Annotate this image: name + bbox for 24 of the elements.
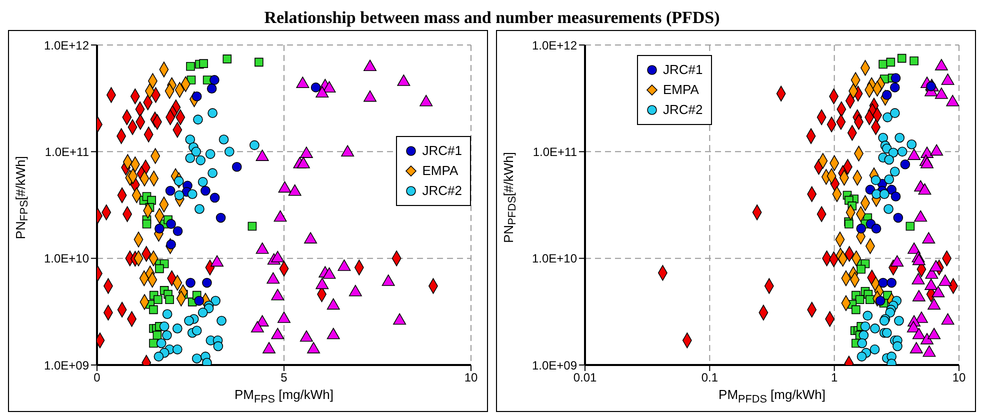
y-tick-label: 1.0E+11 xyxy=(532,144,578,159)
y-tick-label: 1.0E+09 xyxy=(44,358,90,372)
legend-label: JRC#2 xyxy=(422,182,462,200)
legend-label: JRC#2 xyxy=(663,101,703,119)
y-tick-label: 1.0E+10 xyxy=(532,252,578,266)
y-tick-label: 1.0E+10 xyxy=(44,252,90,266)
legend-label: EMPA xyxy=(663,81,699,99)
x-axis-title: PM$_{PFDS}$ [mg/kWh] xyxy=(718,387,826,406)
y-tick-label: 1.0E+12 xyxy=(44,38,90,52)
y-tick-label: 1.0E+12 xyxy=(532,38,578,52)
y-tick-label: 1.0E+11 xyxy=(44,144,90,159)
legend-label: JRC#1 xyxy=(422,142,462,160)
x-tick-label: 5 xyxy=(280,370,288,385)
x-tick-label: 0.01 xyxy=(573,370,597,385)
legend-label: EMPA xyxy=(422,162,458,180)
x-axis-title: PM$_{FPS}$ [mg/kWh] xyxy=(233,387,335,406)
x-tick-label: 10 xyxy=(464,370,478,385)
chart-title: Relationship between mass and number measurements (PFDS) xyxy=(263,8,721,29)
x-tick-label: 0.1 xyxy=(701,370,718,385)
x-tick-label: 1 xyxy=(830,370,838,385)
legend-label: JRC#1 xyxy=(663,61,703,79)
y-tick-label: 1.0E+09 xyxy=(532,358,578,372)
x-tick-label: 0 xyxy=(94,370,101,385)
x-tick-label: 10 xyxy=(952,370,966,385)
